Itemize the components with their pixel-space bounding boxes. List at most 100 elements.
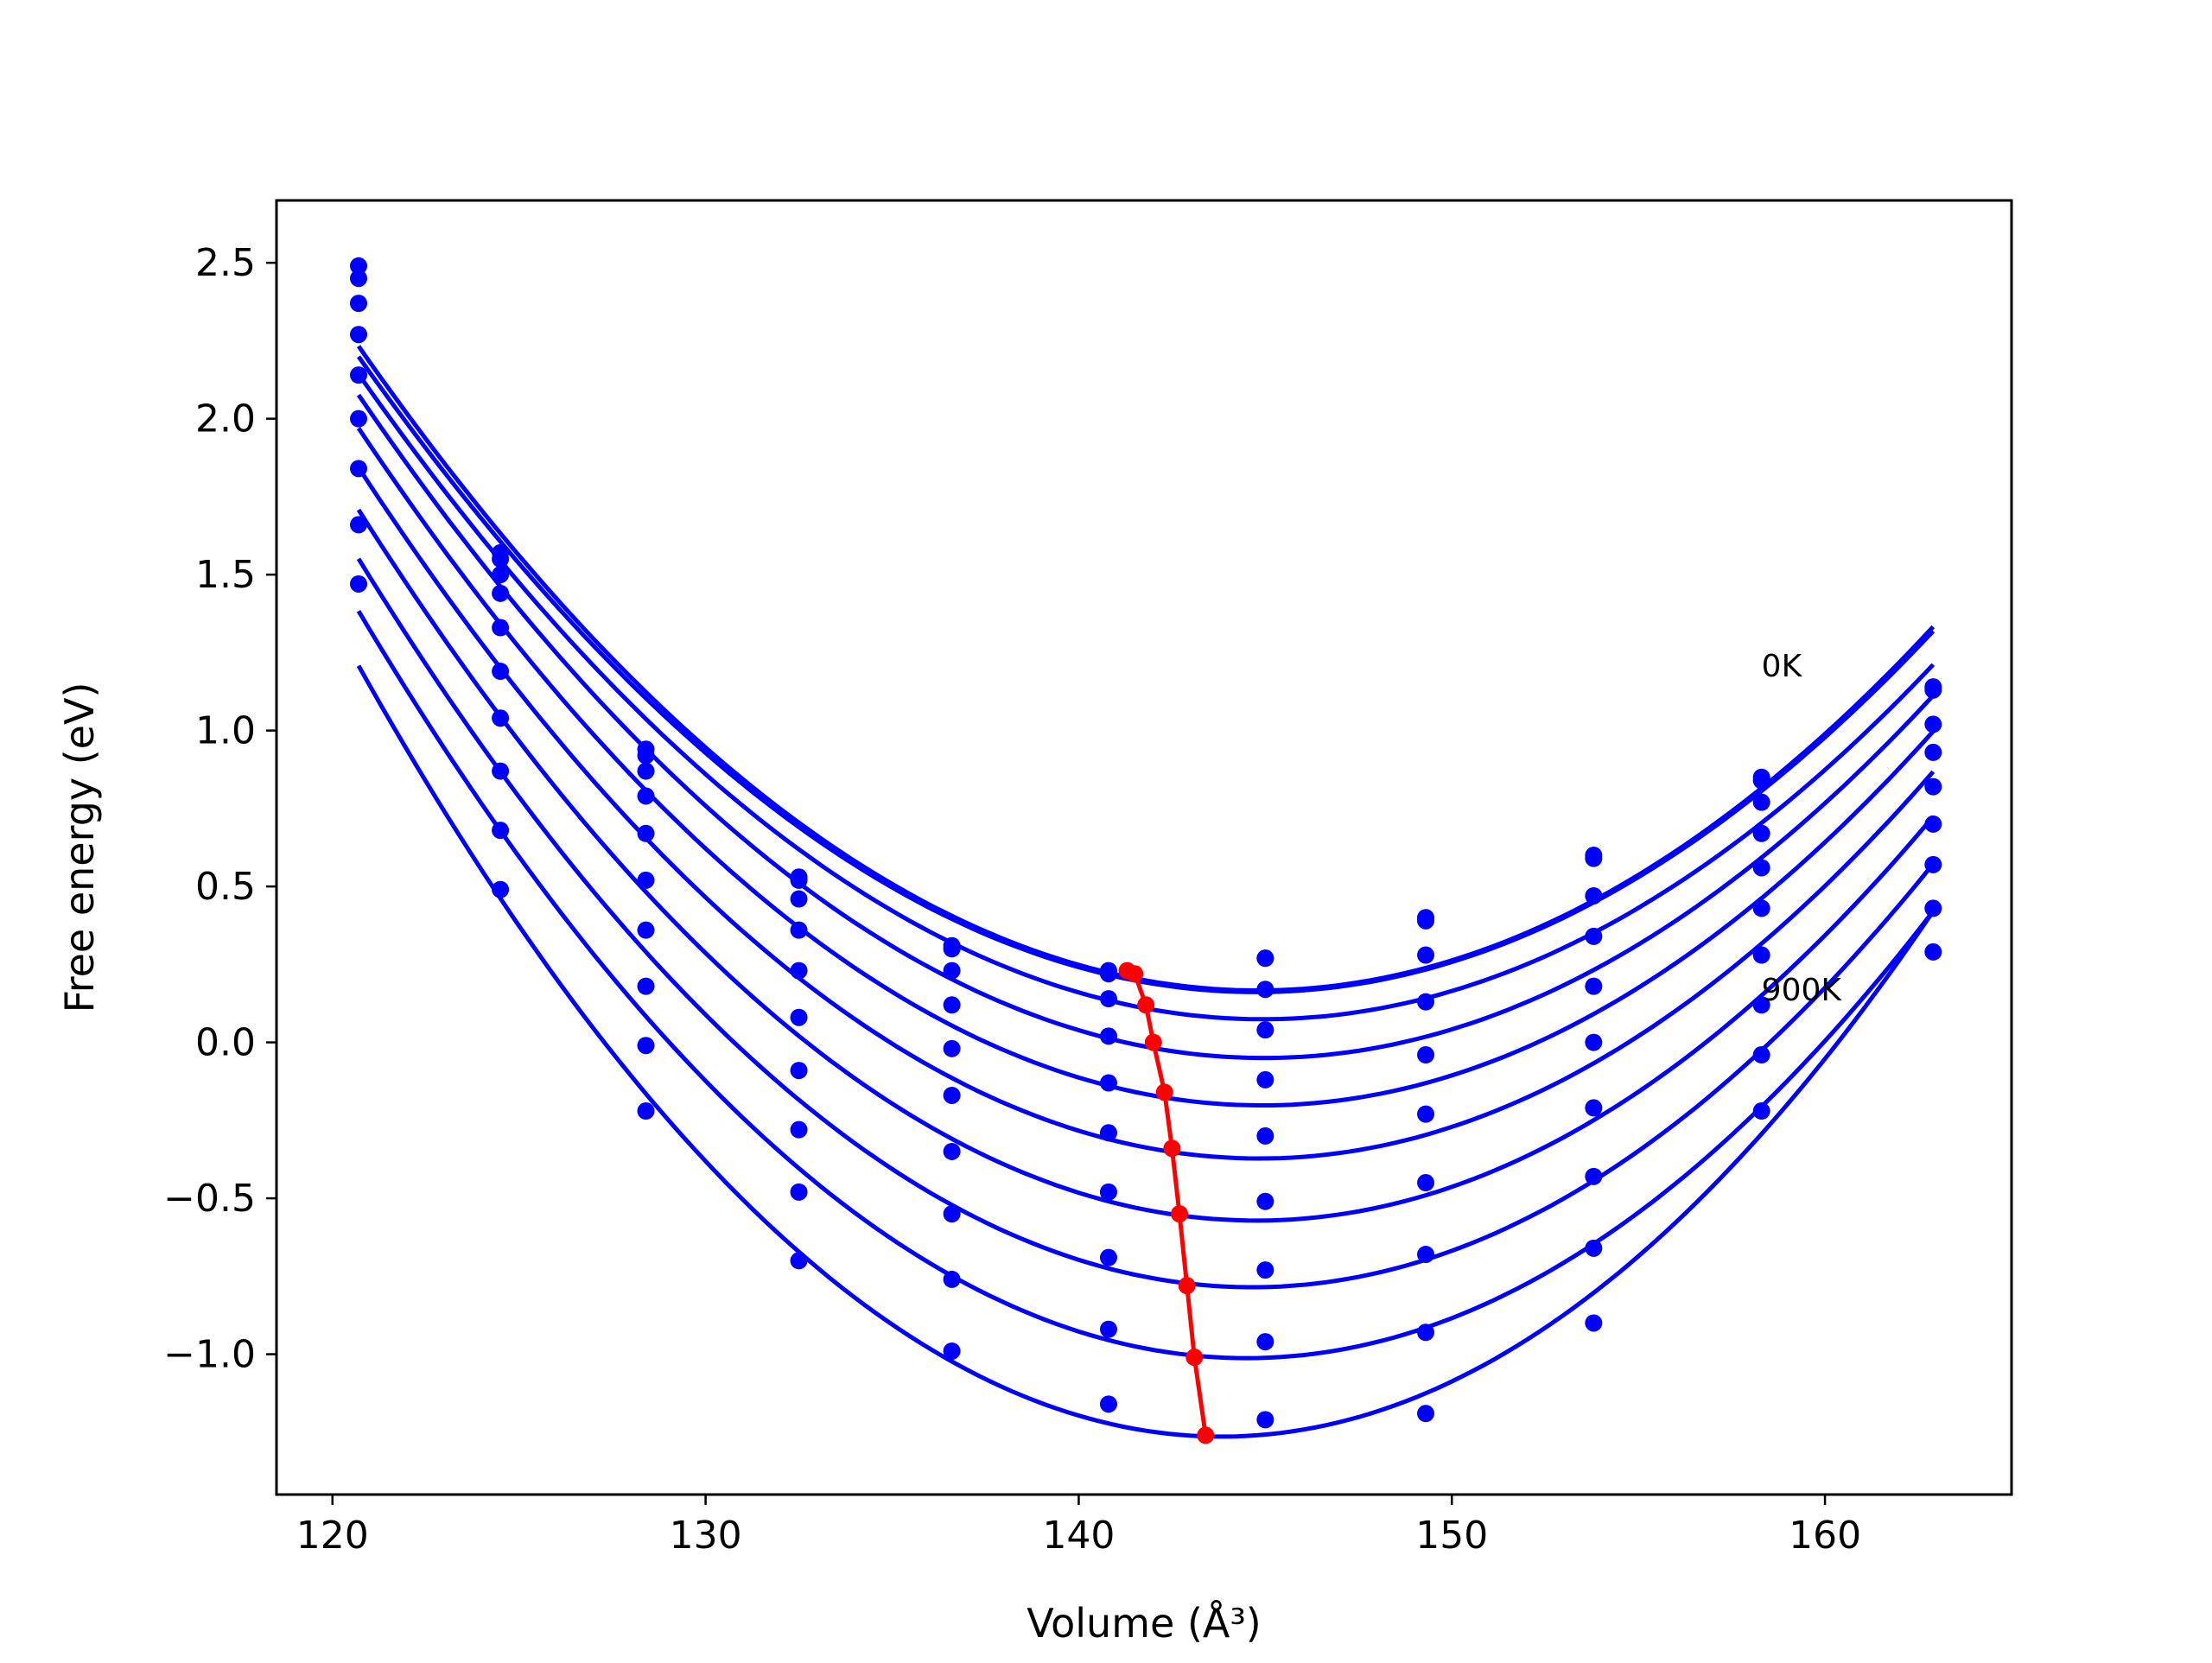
data-point [492, 619, 510, 637]
data-point [492, 566, 510, 584]
fit-curve-9 [356, 664, 1936, 1439]
data-point [1417, 993, 1435, 1011]
data-point [1417, 1405, 1435, 1423]
data-point [1585, 977, 1603, 995]
minimum-path [1118, 962, 1215, 1444]
data-point [1752, 771, 1770, 790]
data-point [492, 762, 510, 780]
data-point [1585, 1099, 1603, 1117]
data-point [1752, 996, 1770, 1014]
data-point [1256, 1127, 1274, 1145]
y-tick-label: 0.0 [195, 1021, 256, 1065]
data-point [1924, 715, 1942, 733]
data-point [790, 1252, 808, 1270]
minimum-point [1137, 996, 1155, 1014]
minimum-point [1178, 1277, 1196, 1295]
data-point [1585, 1314, 1603, 1332]
data-point [1099, 1395, 1117, 1413]
data-point [637, 762, 655, 780]
data-point [1417, 1323, 1435, 1342]
y-tick-label: −1.0 [163, 1333, 256, 1377]
y-tick-label: 2.5 [195, 241, 256, 285]
data-point [1417, 1174, 1435, 1192]
data-point [943, 1270, 961, 1288]
data-point [637, 787, 655, 805]
data-point [790, 962, 808, 980]
data-point [1256, 1411, 1274, 1429]
data-point [1752, 793, 1770, 811]
data-point [943, 962, 961, 980]
minimum-point [1171, 1205, 1189, 1223]
fit-curve-6 [356, 508, 1936, 1223]
x-tick-label: 120 [296, 1514, 369, 1558]
data-point [1924, 815, 1942, 833]
data-point [350, 295, 368, 313]
data-point [492, 663, 510, 681]
data-point [1099, 1183, 1117, 1201]
minimum-point [1163, 1139, 1181, 1158]
data-point [1256, 949, 1274, 968]
data-point [350, 409, 368, 428]
data-point [1752, 859, 1770, 877]
data-point [350, 574, 368, 593]
data-point [350, 326, 368, 344]
minimum-point [1185, 1349, 1204, 1367]
data-point [1585, 1167, 1603, 1185]
data-point [350, 460, 368, 478]
data-point [943, 1039, 961, 1057]
data-point [637, 746, 655, 765]
data-point [1256, 1333, 1274, 1351]
data-point [1099, 990, 1117, 1008]
data-point [1256, 1021, 1274, 1039]
data-point [350, 257, 368, 275]
data-point [637, 871, 655, 889]
data-point [1752, 899, 1770, 917]
data-point [1924, 943, 1942, 961]
minimum-point [1197, 1426, 1215, 1444]
data-point [1099, 1124, 1117, 1142]
data-point [637, 921, 655, 939]
y-axis-label: Free energy (eV) [56, 682, 103, 1013]
data-point [1924, 855, 1942, 873]
minimum-point [1155, 1083, 1173, 1101]
annotation-label: 900K [1762, 973, 1843, 1008]
data-point [1924, 743, 1942, 761]
data-point [637, 824, 655, 842]
data-point [1256, 1070, 1274, 1089]
x-axis-ticks: 120 130 140 150 160 [296, 1495, 1861, 1558]
data-point [943, 1342, 961, 1360]
minimum-path-line [1126, 968, 1208, 1436]
data-point [1585, 1239, 1603, 1257]
y-tick-label: −0.5 [163, 1177, 256, 1221]
data-point [790, 890, 808, 908]
annotation-label: 0K [1762, 649, 1803, 684]
data-point [1417, 946, 1435, 964]
data-point [1585, 1033, 1603, 1051]
data-point [1099, 1248, 1117, 1266]
data-point [1256, 1261, 1274, 1279]
data-point [790, 921, 808, 939]
data-point [1099, 965, 1117, 983]
data-point [943, 940, 961, 958]
data-point [492, 584, 510, 602]
x-tick-label: 160 [1789, 1514, 1861, 1558]
data-point [350, 516, 368, 534]
data-point [943, 1205, 961, 1223]
data-points [350, 257, 1942, 1429]
fit-curve-4 [356, 427, 1936, 1108]
data-point [637, 1037, 655, 1055]
data-point [790, 1120, 808, 1139]
data-point [1924, 778, 1942, 796]
y-tick-label: 2.0 [195, 397, 256, 441]
data-point [492, 822, 510, 840]
x-axis-label: Volume (Å³) [1027, 1600, 1262, 1647]
data-point [1752, 946, 1770, 964]
data-point [492, 550, 510, 568]
data-point [790, 1008, 808, 1026]
data-point [1256, 981, 1274, 999]
data-point [1752, 824, 1770, 842]
data-point [1924, 899, 1942, 917]
data-point [1417, 1246, 1435, 1264]
